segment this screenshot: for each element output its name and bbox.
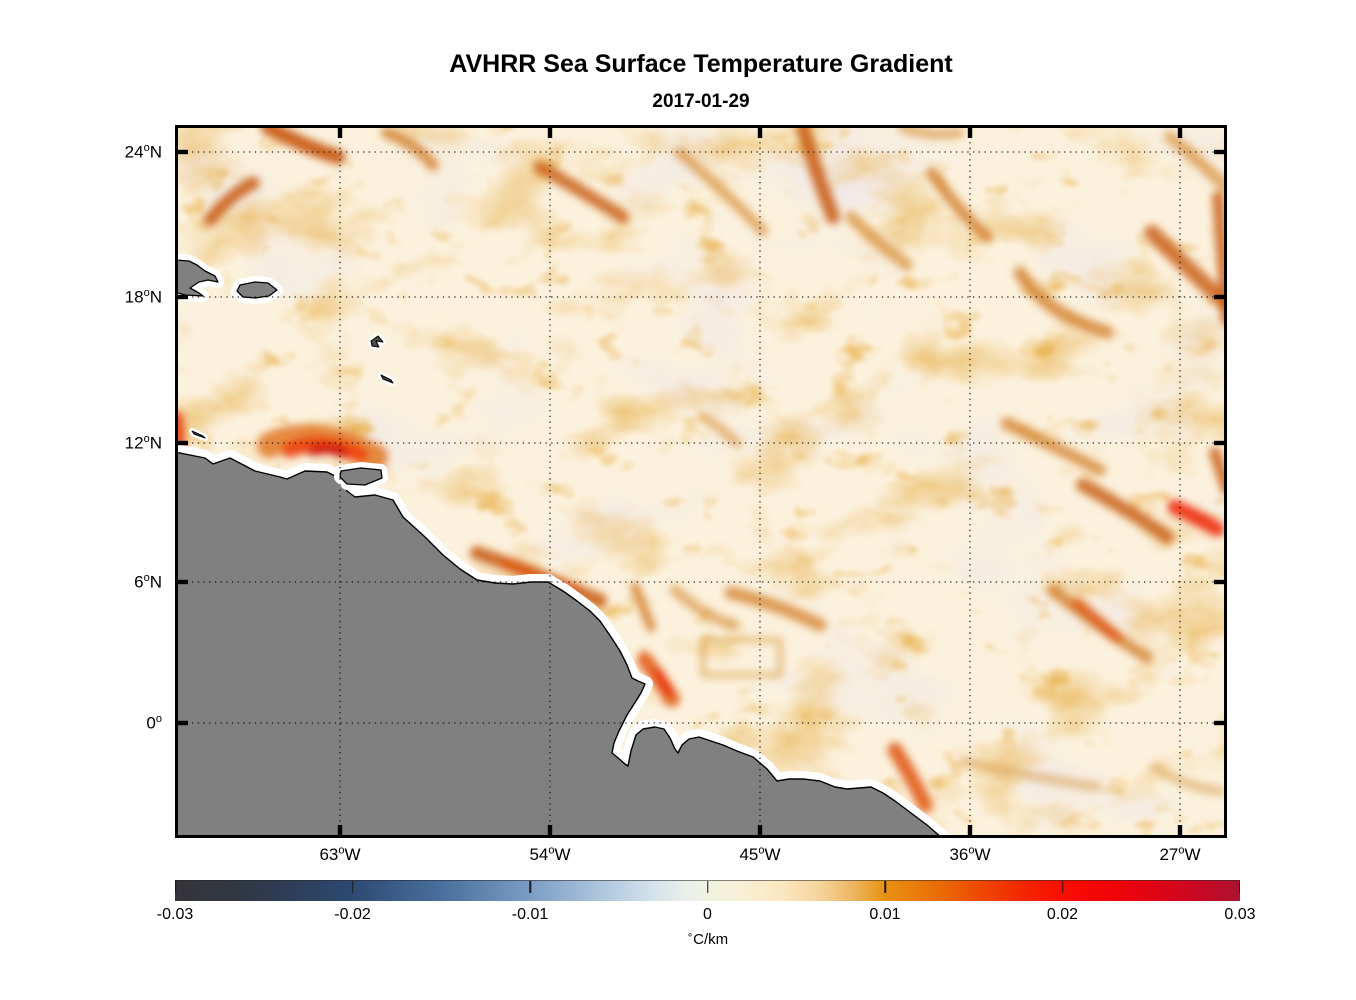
island-trinidad: [339, 467, 383, 486]
tick-bottom: [967, 825, 973, 838]
sst-front-filament: [308, 443, 348, 458]
colorbar-gradient: [175, 880, 1240, 901]
sst-front-filament: [203, 176, 260, 227]
tick-top: [1177, 125, 1183, 138]
land-layer: [175, 254, 950, 838]
colorbar-tick: [706, 881, 709, 893]
colorbar-tick-label: 0.03: [1224, 906, 1256, 923]
sst-front-filament: [1167, 499, 1225, 537]
sst-front-filament: [700, 637, 783, 678]
sst-front-filament: [1013, 266, 1114, 339]
islet-b: [380, 374, 394, 384]
longitude-tick-label: 36oW: [949, 844, 991, 864]
sst-front-filament: [887, 742, 933, 813]
plot-frame: [175, 125, 1227, 838]
sst-front-filament: [926, 167, 993, 243]
colorbar-tick-label: 0: [703, 906, 712, 923]
sst-front-filament: [724, 586, 827, 632]
islet-a: [370, 335, 384, 348]
sst-front-filament: [630, 582, 656, 632]
map-plot-area: [175, 125, 1227, 838]
colorbar-labels: -0.03 -0.02 -0.01 0 0.01 0.02 0.03: [157, 906, 1256, 926]
longitude-tick-label: 54oW: [529, 844, 571, 864]
tick-bottom: [1177, 825, 1183, 838]
colorbar-tick: [884, 881, 886, 893]
tick-right: [1214, 294, 1227, 300]
sst-front-filament: [1001, 417, 1106, 476]
tick-top: [967, 125, 973, 138]
coastline: [175, 451, 943, 838]
tick-left: [175, 149, 188, 155]
tick-right: [1214, 440, 1227, 446]
tick-bottom: [757, 825, 763, 838]
sst-front-filament: [381, 127, 439, 171]
sst-front-filament: [698, 412, 742, 448]
tick-right: [1214, 720, 1227, 726]
sst-front-filament: [845, 211, 913, 271]
tick-top: [547, 125, 553, 138]
longitude-axis-labels: 63oW 54oW 45oW 36oW 27oW: [175, 845, 1227, 871]
sst-front-filament: [260, 125, 346, 165]
latitude-tick-label: 24oN: [124, 141, 162, 162]
tick-left: [175, 579, 188, 585]
figure-title: AVHRR Sea Surface Temperature Gradient: [449, 50, 953, 78]
sst-front-filament: [1076, 478, 1174, 544]
colorbar-tick: [529, 881, 531, 893]
colorbar-tick: [351, 881, 354, 893]
latitude-tick-label: 18oN: [124, 286, 162, 307]
tick-left: [175, 720, 188, 726]
tick-top: [337, 125, 343, 138]
sst-front-filament: [1150, 762, 1225, 796]
tick-bottom: [337, 825, 343, 838]
latitude-tick-label: 6oN: [134, 571, 162, 592]
latitude-tick-label: 12oN: [124, 432, 162, 453]
colorbar-tick-label: -0.03: [156, 906, 194, 923]
sst-front-filament: [958, 756, 1102, 792]
sst-front-filament: [1164, 131, 1227, 193]
tick-top: [757, 125, 763, 138]
longitude-tick-label: 45oW: [739, 844, 781, 864]
sst-front-filament: [533, 160, 630, 224]
longitude-tick-label: 27oW: [1159, 844, 1201, 864]
island-puerto-rico: [236, 281, 278, 299]
mainland-south-america: [175, 452, 942, 838]
tick-bottom: [547, 825, 553, 838]
figure-date-subtitle: 2017-01-29: [652, 91, 750, 112]
colorbar-tick-label: 0.02: [1046, 906, 1079, 923]
sst-front-filament: [653, 668, 674, 697]
colorbar-unit-label: ∘C/km: [686, 930, 729, 949]
longitude-tick-label: 63oW: [319, 844, 361, 864]
tick-left: [175, 440, 188, 446]
colorbar-tick: [175, 881, 176, 893]
colorbar-tick-label: 0.01: [869, 906, 901, 923]
colorbar-tick: [1239, 881, 1240, 893]
tick-right: [1214, 579, 1227, 585]
tick-left: [175, 294, 188, 300]
colorbar-tick-label: -0.02: [334, 906, 371, 923]
sst-gradient-map: [175, 125, 1227, 838]
sst-front-filament: [669, 584, 739, 631]
sst-front-filament: [796, 125, 840, 224]
sst-front-filament: [898, 125, 964, 140]
sst-front-filament: [1071, 597, 1123, 643]
islet-c: [191, 430, 206, 439]
sst-front-filament: [674, 147, 769, 237]
axis-tick-marks: [175, 125, 1227, 838]
colorbar-tick: [1061, 881, 1064, 893]
latitude-axis-labels: 24oN 18oN 12oN 6oN 0o: [0, 125, 162, 838]
colorbar-tick-label: -0.01: [511, 906, 549, 923]
tick-right: [1214, 149, 1227, 155]
latitude-tick-label: 0o: [146, 712, 162, 733]
